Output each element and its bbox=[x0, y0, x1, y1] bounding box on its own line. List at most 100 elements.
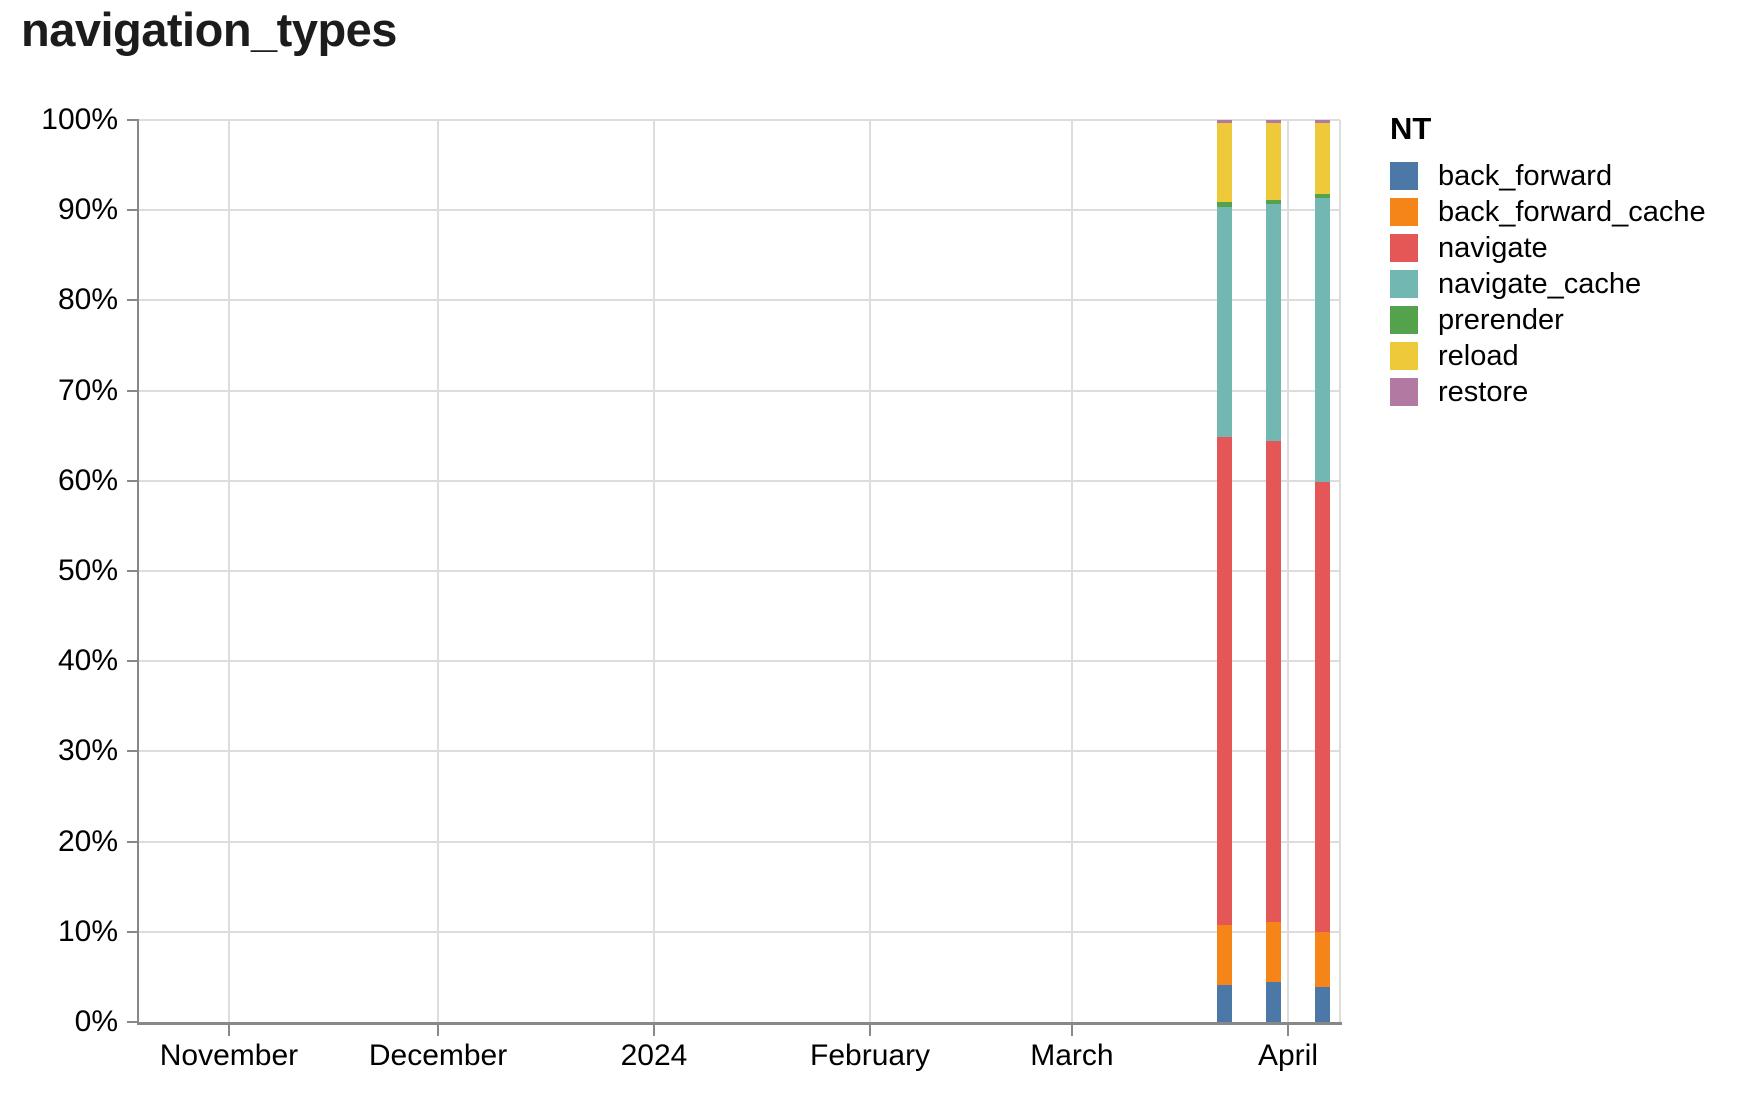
y-axis-tick bbox=[127, 389, 139, 392]
gridline-vertical bbox=[652, 120, 655, 1022]
bar-week-2 bbox=[1266, 120, 1282, 1022]
gridline-vertical bbox=[1070, 120, 1073, 1022]
legend-swatch-navigate_cache bbox=[1390, 270, 1418, 298]
y-axis-tick bbox=[127, 209, 139, 212]
legend-entry-back_forward: back_forward bbox=[1390, 159, 1706, 192]
x-axis-tick bbox=[437, 1024, 440, 1036]
chart-title: navigation_types bbox=[21, 3, 397, 56]
gridline-vertical bbox=[227, 120, 230, 1022]
y-axis-line bbox=[137, 120, 139, 1025]
legend-swatch-back_forward bbox=[1390, 162, 1418, 190]
bar-segment-reload[interactable] bbox=[1266, 122, 1282, 201]
y-axis-label: 80% bbox=[57, 283, 118, 317]
x-axis-tick bbox=[1286, 1024, 1289, 1036]
legend-label-back_forward_cache: back_forward_cache bbox=[1438, 195, 1706, 228]
bar-segment-reload[interactable] bbox=[1315, 122, 1331, 194]
x-axis-label: 2024 bbox=[620, 1039, 688, 1072]
gridline-horizontal bbox=[139, 660, 1340, 663]
gridline-horizontal bbox=[139, 389, 1340, 392]
gridline-horizontal bbox=[139, 209, 1340, 212]
gridline-horizontal bbox=[139, 119, 1340, 121]
bar-segment-restore[interactable] bbox=[1266, 120, 1282, 123]
legend-entry-back_forward_cache: back_forward_cache bbox=[1390, 195, 1706, 228]
bar-segment-back_forward[interactable] bbox=[1315, 986, 1331, 1022]
legend-entry-restore: restore bbox=[1390, 375, 1706, 408]
gridline-horizontal bbox=[139, 750, 1340, 753]
bar-segment-restore[interactable] bbox=[1217, 120, 1233, 123]
y-axis-label: 90% bbox=[57, 193, 118, 227]
x-axis-line bbox=[137, 1022, 1342, 1025]
y-axis-tick bbox=[127, 1021, 139, 1023]
bar-week-1 bbox=[1217, 120, 1233, 1022]
bar-segment-back_forward_cache[interactable] bbox=[1266, 921, 1282, 983]
bar-segment-prerender[interactable] bbox=[1266, 200, 1282, 204]
gridline-vertical bbox=[437, 120, 440, 1022]
gridline-horizontal bbox=[139, 479, 1340, 482]
x-axis-tick bbox=[1070, 1024, 1073, 1036]
legend-swatch-reload bbox=[1390, 342, 1418, 370]
bar-week-3 bbox=[1315, 120, 1331, 1022]
legend-swatch-back_forward_cache bbox=[1390, 198, 1418, 226]
y-axis-tick bbox=[127, 930, 139, 933]
x-axis-label: December bbox=[368, 1039, 508, 1072]
bar-segment-back_forward[interactable] bbox=[1266, 982, 1282, 1022]
legend: NT back_forward back_forward_cache navigat… bbox=[1390, 112, 1706, 414]
x-axis-label: April bbox=[1257, 1039, 1318, 1072]
x-axis-tick bbox=[227, 1024, 230, 1036]
y-axis-tick bbox=[127, 119, 139, 121]
bar-segment-navigate_cache[interactable] bbox=[1315, 197, 1331, 482]
legend-label-navigate: navigate bbox=[1438, 231, 1548, 264]
bar-segment-navigate[interactable] bbox=[1315, 481, 1331, 932]
bar-segment-prerender[interactable] bbox=[1217, 202, 1233, 207]
gridline-horizontal bbox=[139, 930, 1340, 933]
legend-swatch-prerender bbox=[1390, 306, 1418, 334]
x-axis-tick bbox=[652, 1024, 655, 1036]
legend-swatch-restore bbox=[1390, 378, 1418, 406]
x-axis-tick bbox=[869, 1024, 872, 1036]
legend-label-restore: restore bbox=[1438, 375, 1529, 408]
y-axis-tick bbox=[127, 299, 139, 302]
bar-segment-prerender[interactable] bbox=[1315, 193, 1331, 198]
gridline-horizontal bbox=[139, 570, 1340, 572]
x-axis-label: February bbox=[810, 1039, 931, 1072]
bar-segment-back_forward_cache[interactable] bbox=[1217, 924, 1233, 986]
gridline-vertical-end bbox=[1339, 120, 1341, 1022]
gridline-vertical bbox=[869, 120, 872, 1022]
legend-label-back_forward: back_forward bbox=[1438, 159, 1613, 192]
bar-segment-navigate_cache[interactable] bbox=[1266, 203, 1282, 442]
bar-segment-navigate[interactable] bbox=[1266, 441, 1282, 922]
bar-segment-navigate_cache[interactable] bbox=[1217, 206, 1233, 437]
legend-title: NT bbox=[1390, 111, 1432, 146]
y-axis-label: 100% bbox=[41, 103, 118, 136]
y-axis-label: 50% bbox=[57, 554, 118, 587]
gridline-horizontal bbox=[139, 299, 1340, 302]
y-axis-tick bbox=[127, 479, 139, 482]
legend-entries: back_forward back_forward_cache navigate na… bbox=[1390, 159, 1706, 408]
legend-label-navigate_cache: navigate_cache bbox=[1438, 267, 1642, 300]
y-axis-label: 70% bbox=[57, 373, 118, 407]
legend-entry-navigate: navigate bbox=[1390, 231, 1706, 264]
legend-entry-prerender: prerender bbox=[1390, 303, 1706, 336]
y-axis-tick bbox=[127, 660, 139, 663]
legend-label-reload: reload bbox=[1438, 339, 1519, 372]
legend-entry-navigate_cache: navigate_cache bbox=[1390, 267, 1706, 300]
y-axis-tick bbox=[127, 840, 139, 843]
y-axis-tick bbox=[127, 750, 139, 753]
y-axis-label: 10% bbox=[57, 914, 118, 948]
y-axis-label: 0% bbox=[74, 1005, 118, 1038]
bar-segment-back_forward_cache[interactable] bbox=[1315, 931, 1331, 987]
y-axis-label: 30% bbox=[57, 734, 118, 768]
legend-entry-reload: reload bbox=[1390, 339, 1706, 372]
bar-segment-restore[interactable] bbox=[1315, 120, 1331, 123]
bar-segment-back_forward[interactable] bbox=[1217, 985, 1233, 1022]
legend-swatch-navigate bbox=[1390, 234, 1418, 262]
y-axis-tick bbox=[127, 570, 139, 572]
gridline-vertical bbox=[1286, 120, 1289, 1022]
bar-segment-reload[interactable] bbox=[1217, 122, 1233, 203]
x-axis-label: March bbox=[1030, 1039, 1114, 1072]
bar-segment-navigate[interactable] bbox=[1217, 436, 1233, 925]
legend-label-prerender: prerender bbox=[1438, 303, 1564, 336]
y-axis-label: 60% bbox=[57, 463, 118, 497]
y-axis-label: 20% bbox=[57, 824, 118, 858]
